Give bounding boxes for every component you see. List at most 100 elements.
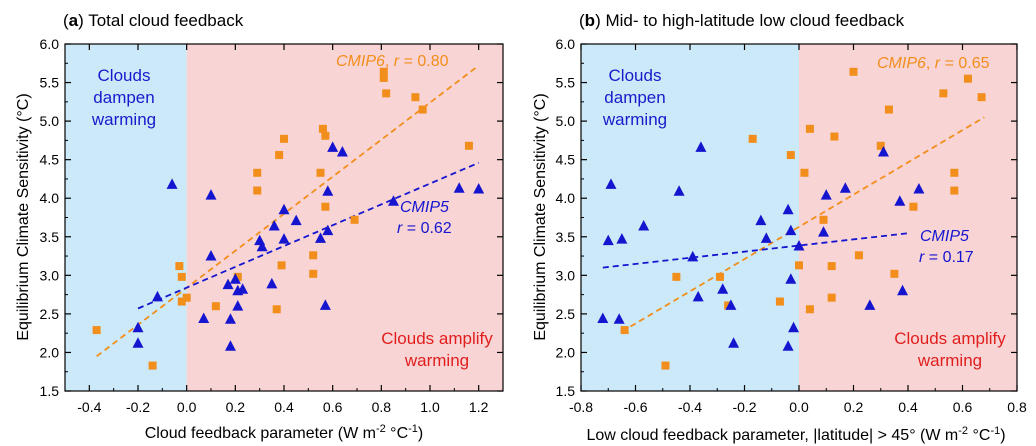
panel-b-cmip5-point <box>602 234 614 246</box>
panel-b-x-tick-label: 0.0 <box>789 399 809 415</box>
panel-b-cmip6-point <box>909 202 918 211</box>
panel-b-cmip5-point <box>613 313 625 324</box>
panel-a-cmip6-point <box>177 297 186 306</box>
panel-a-cmip6-point <box>379 73 388 82</box>
panel-b-cmip5-point <box>695 141 707 152</box>
panel-b-x-axis-label: Low cloud feedback parameter, |latitude|… <box>586 425 1005 444</box>
panel-a-cmip6-point <box>318 124 327 133</box>
panel-b-cmip5-point <box>605 178 617 189</box>
panel-a-cmip6-point <box>464 141 473 150</box>
panel-a-cmip6-point <box>177 272 186 281</box>
panel-a-cmip6-point <box>321 131 330 140</box>
panel-b-y-tick-label: 1.5 <box>556 383 576 399</box>
panel-b-cmip6-point <box>939 89 948 98</box>
panel-a-cmip6-point <box>321 202 330 211</box>
panel-a-cmip6-point <box>253 168 262 177</box>
panel-b-cmip5-point <box>793 240 805 251</box>
panel-a-cmip6-point <box>175 262 184 271</box>
panel-b-y-tick-label: 4.5 <box>556 152 576 168</box>
panel-a-cmip5-point <box>336 145 348 157</box>
panel-b-cmip6-point <box>963 74 972 83</box>
panel-b-cmip5-point <box>864 299 876 310</box>
panel-a-cmip5-trendline <box>137 161 480 310</box>
panel-b-title: (b) Mid- to high-latitude low cloud feed… <box>579 11 905 30</box>
panel-a-cmip6-point <box>418 105 427 114</box>
panel-b-cmip6-point <box>748 134 757 143</box>
panel-b-cmip6-point <box>884 105 893 114</box>
panel-b-cmip6-point <box>800 168 809 177</box>
panel-a-cmip5-point <box>278 233 290 244</box>
panel-b-y-tick-label: 5.5 <box>556 75 576 91</box>
panel-b-cmip6-point <box>672 272 681 281</box>
panel-b-cmip6-point <box>827 293 836 302</box>
panel-b-x-tick-label: 0.4 <box>898 399 918 415</box>
panel-b-cmip5-point <box>597 312 609 324</box>
panel-b-cmip5-point <box>728 337 740 348</box>
panel-b-x-tick-label: 0.6 <box>953 399 973 415</box>
panel-b-cmip6-point <box>795 261 803 270</box>
panel-a-cmip5-point <box>388 195 399 206</box>
panel-b-y-tick-label: 6.0 <box>556 36 576 52</box>
panel-b-cmip5-point <box>897 284 909 296</box>
panel-a-cmip5-point <box>132 337 144 348</box>
panel-a-cmip6-point <box>275 151 284 160</box>
svg-text:Clouds: Clouds <box>609 66 662 85</box>
panel-a-cmip5-point <box>232 284 244 296</box>
panel-a-y-tick-label: 2.0 <box>40 344 60 360</box>
panel-b-cmip5-point <box>839 182 851 193</box>
panel-a-cmip6-annotation: CMIP6, r = 0.80 <box>336 53 449 70</box>
panel-a-x-tick-label: 0.0 <box>177 399 197 415</box>
panel-a-cmip5-point <box>315 232 326 243</box>
panel-b-cmip6-point <box>775 297 784 306</box>
panel-b-y-axis-label: Equilibrium Climate Sensitivity (°C) <box>532 93 549 340</box>
panel-b-cmip6-trendline <box>621 116 985 333</box>
panel-a-x-tick-label: 0.2 <box>226 399 246 415</box>
panel-a-cmip5-point <box>266 277 278 289</box>
panel-a-y-tick-label: 2.5 <box>40 306 60 322</box>
panel-a-cmip5-point <box>473 182 485 194</box>
panel-b-cmip6-point <box>849 67 858 76</box>
panel-b-x-tick-label: -0.4 <box>678 399 702 415</box>
panel-b-cmip6-point <box>950 168 959 177</box>
panel-a-cmip6-point <box>148 361 157 370</box>
panel-a-cmip5-point <box>224 340 236 351</box>
panel-a-cmip6-point <box>309 251 318 260</box>
panel-a-amplify-region <box>186 44 503 391</box>
panel-b-cmip5-point <box>687 250 699 262</box>
svg-text:Clouds amplify: Clouds amplify <box>381 329 493 348</box>
panel-a-x-tick-label: 0.4 <box>274 399 294 415</box>
panel-b-cmip5-r: r = 0.17 <box>919 249 974 266</box>
panel-b-cmip6-point <box>950 186 959 195</box>
panel-a-dampen-region <box>65 44 187 391</box>
panel-a-y-tick-label: 3.5 <box>40 229 60 245</box>
panel-b-x-tick-label: 0.2 <box>844 399 864 415</box>
panel-a-x-tick-label: -0.2 <box>126 399 150 415</box>
panel-b-cmip5-point <box>616 233 628 244</box>
panel-a-cmip5-point <box>166 178 178 189</box>
panel-b-cmip5-point <box>913 182 925 194</box>
panel-b-cmip5-point <box>785 273 797 284</box>
panel-a-cmip6-point <box>316 168 325 177</box>
panel-a-cmip5-point <box>278 203 290 215</box>
panel-a-cmip6-point <box>211 302 220 311</box>
panel-b-cmip5-point <box>717 283 729 294</box>
panel-a-cmip5-point <box>322 224 334 236</box>
panel-a-cmip5-r: r = 0.62 <box>397 220 452 237</box>
panel-a-cmip5-point <box>256 240 268 252</box>
panel-b-cmip6-annotation: CMIP6, r = 0.65 <box>877 55 990 72</box>
panel-b-cmip5-point <box>638 219 650 231</box>
panel-b-cmip5-point <box>725 299 737 310</box>
panel-b-y-tick-label: 2.0 <box>556 344 576 360</box>
panel-a-cmip6-point <box>182 293 191 302</box>
panel-b-cmip6-point <box>805 124 814 133</box>
panel-a-title: (a) Total cloud feedback <box>63 11 244 30</box>
panel-a-y-tick-label: 5.0 <box>40 113 60 129</box>
panel-a-cmip6-point <box>233 272 242 281</box>
panel-b-cmip5-point <box>760 232 772 243</box>
panel-a-cmip5-point <box>290 214 302 226</box>
svg-text:warming: warming <box>917 351 982 370</box>
panel-b-cmip6-point <box>890 269 899 278</box>
panel-a-cmip5-point <box>453 182 465 193</box>
panel-a-cmip6-point <box>382 89 391 98</box>
